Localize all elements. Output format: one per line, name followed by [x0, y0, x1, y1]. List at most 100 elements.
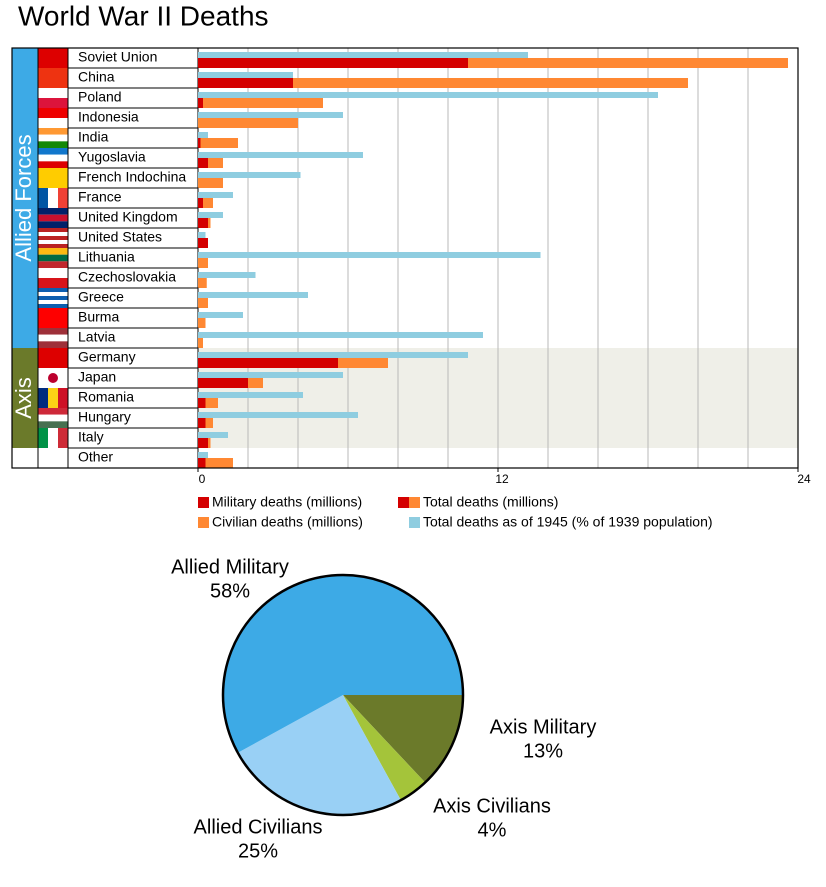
chart-title: World War II Deaths [18, 0, 269, 31]
flag-stripe [38, 154, 68, 162]
flag-stripe [38, 408, 68, 415]
flag-stripe [38, 341, 68, 348]
population-bar [198, 92, 658, 98]
legend-label: Total deaths (millions) [423, 494, 558, 510]
population-bar [198, 212, 223, 218]
category-label: Germany [78, 349, 136, 365]
population-bar [198, 332, 483, 338]
civilian-bar [203, 98, 323, 108]
flag-stripe [38, 168, 68, 188]
pie-value-label: 4% [478, 819, 507, 841]
flag-stripe [38, 228, 68, 232]
x-tick-label: 24 [797, 472, 811, 486]
flag-stripe [38, 414, 68, 422]
military-bar [198, 378, 248, 388]
flag-stripe [38, 268, 68, 278]
civilian-bar [198, 178, 223, 188]
flag-stripe [38, 134, 68, 142]
civilian-bar [198, 318, 206, 328]
population-bar [198, 352, 468, 358]
flag-stripe [38, 261, 68, 268]
flag-stripe [38, 68, 68, 88]
civilian-bar [205, 398, 218, 408]
x-tick-label: 12 [495, 472, 509, 486]
population-bar [198, 252, 541, 258]
flag-stripe [38, 334, 68, 342]
civilian-bar [293, 78, 688, 88]
category-label: Yugoslavia [78, 149, 146, 165]
category-label: China [78, 69, 115, 85]
civilian-bar [248, 378, 263, 388]
legend-swatch [409, 497, 420, 508]
population-bar [198, 192, 233, 198]
pie-value-label: 13% [523, 740, 563, 762]
flag-stripe [38, 300, 68, 304]
population-bar [198, 412, 358, 418]
legend-label: Military deaths (millions) [212, 494, 362, 510]
flag-stripe [38, 304, 68, 308]
legend-swatch [198, 497, 209, 508]
pie-value-label: 58% [210, 580, 250, 602]
category-label: United States [78, 229, 162, 245]
pie-label: Allied Civilians [194, 816, 323, 838]
military-bar [198, 418, 206, 428]
flag-stripe [48, 188, 58, 208]
plot-frame [11, 47, 799, 469]
civilian-bar [198, 258, 208, 268]
category-label: French Indochina [78, 169, 186, 185]
military-bar [198, 98, 203, 108]
legend-swatch [409, 517, 420, 528]
flag-stripe [38, 428, 48, 448]
civilian-bar [198, 278, 207, 288]
military-bar [198, 458, 206, 468]
group-label: Allied Forces [11, 134, 36, 261]
flag-stripe [38, 448, 68, 468]
category-label: Poland [78, 89, 122, 105]
category-label: India [78, 129, 109, 145]
flag-stripe [38, 421, 68, 428]
group-band [12, 348, 38, 448]
military-bar [198, 58, 468, 68]
flag-stripe [38, 188, 48, 208]
military-bar [198, 78, 293, 88]
category-label: Italy [78, 429, 104, 445]
flag-stripe [38, 208, 68, 215]
group-label: Axis [11, 377, 36, 419]
civilian-bar [468, 58, 788, 68]
flag-stripe [48, 428, 58, 448]
pie-label: Axis Military [490, 716, 597, 738]
flag-stripe [38, 278, 68, 288]
civilian-bar [208, 438, 211, 448]
military-bar [198, 198, 203, 208]
flag-stripe [38, 214, 68, 222]
category-label: Burma [78, 309, 119, 325]
flag-stripe [38, 232, 68, 236]
civilian-bar [198, 338, 203, 348]
flag-stripe [38, 141, 68, 148]
flag-stripe [38, 348, 68, 368]
category-label: Japan [78, 369, 116, 385]
flag-stripe [38, 296, 68, 300]
x-tick-label: 0 [199, 472, 206, 486]
category-label: Other [78, 449, 113, 465]
flag-stripe [38, 88, 68, 98]
legend-label: Civilian deaths (millions) [212, 514, 363, 530]
flag-stripe [38, 388, 48, 408]
category-label: Greece [78, 289, 124, 305]
population-bar [198, 372, 343, 378]
civilian-bar [338, 358, 388, 368]
flag-stripe [58, 428, 68, 448]
population-bar [198, 452, 208, 458]
population-bar [198, 272, 256, 278]
category-label: United Kingdom [78, 209, 178, 225]
civilian-bar [208, 158, 223, 168]
flag-stripe [38, 118, 68, 128]
civilian-bar [198, 118, 298, 128]
pie-label: Allied Military [171, 556, 289, 578]
civilian-bar [208, 218, 211, 228]
flag-stripe [38, 308, 68, 328]
flag-stripe [48, 388, 58, 408]
flag-stripe [38, 128, 68, 135]
flag-stripe [58, 388, 68, 408]
flag-stripe [38, 254, 68, 262]
